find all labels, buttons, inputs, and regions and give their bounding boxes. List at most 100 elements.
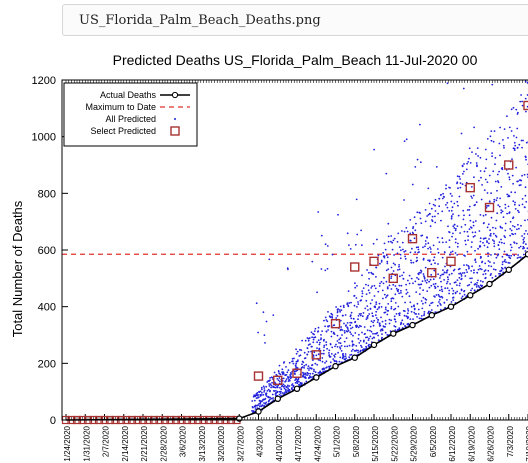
all-predicted-point — [392, 239, 395, 242]
all-predicted-point — [512, 200, 515, 203]
all-predicted-point — [420, 271, 422, 274]
all-predicted-point — [357, 303, 360, 305]
all-predicted-point — [509, 234, 511, 237]
all-predicted-point — [340, 309, 343, 311]
all-predicted-point — [450, 216, 453, 218]
all-predicted-point — [492, 232, 495, 235]
all-predicted-point — [474, 249, 476, 252]
all-predicted-point — [412, 261, 415, 264]
all-predicted-point — [337, 351, 339, 354]
all-predicted-point — [309, 376, 312, 379]
all-predicted-point — [448, 231, 451, 234]
all-predicted-point — [312, 338, 315, 341]
select-predicted-point — [484, 202, 495, 213]
all-predicted-point — [418, 293, 421, 295]
all-predicted-point — [428, 212, 431, 215]
all-predicted-point — [491, 155, 493, 158]
all-predicted-point — [450, 217, 453, 220]
all-predicted-point — [423, 277, 426, 280]
all-predicted-point — [519, 245, 522, 248]
all-predicted-point — [424, 243, 427, 245]
all-predicted-point — [428, 310, 430, 313]
all-predicted-point — [380, 259, 383, 262]
all-predicted-point — [497, 244, 500, 247]
all-predicted-point — [438, 205, 441, 208]
all-predicted-point — [354, 243, 357, 246]
all-predicted-point — [312, 354, 315, 357]
all-predicted-point — [416, 316, 418, 318]
all-predicted-point — [291, 383, 294, 385]
all-predicted-point — [375, 303, 378, 305]
all-predicted-point — [325, 341, 328, 344]
all-predicted-point — [441, 256, 444, 259]
all-predicted-point — [375, 301, 378, 304]
all-predicted-point — [486, 246, 489, 249]
all-predicted-point — [383, 293, 386, 296]
all-predicted-point — [501, 261, 504, 263]
all-predicted-point — [467, 161, 470, 163]
all-predicted-point — [349, 314, 352, 316]
all-predicted-point — [311, 336, 313, 339]
all-predicted-point — [460, 275, 463, 277]
all-predicted-point — [507, 137, 509, 139]
all-predicted-point — [510, 229, 513, 232]
all-predicted-point — [408, 274, 411, 277]
all-predicted-point — [344, 353, 347, 355]
all-predicted-point — [509, 257, 512, 260]
all-predicted-point — [343, 322, 345, 325]
all-predicted-point — [520, 139, 523, 142]
all-predicted-point — [366, 329, 369, 332]
all-predicted-point — [376, 331, 379, 334]
all-predicted-point — [476, 281, 478, 284]
all-predicted-point — [360, 229, 362, 232]
all-predicted-point — [493, 262, 495, 264]
all-predicted-point — [472, 235, 475, 238]
all-predicted-point — [446, 280, 449, 283]
all-predicted-point — [484, 213, 487, 216]
all-predicted-point — [414, 166, 417, 168]
all-predicted-point — [351, 345, 354, 347]
all-predicted-point — [460, 132, 463, 135]
all-predicted-point — [390, 275, 393, 278]
all-predicted-point — [348, 302, 351, 304]
all-predicted-point — [513, 141, 516, 144]
all-predicted-point — [337, 213, 339, 216]
all-predicted-point — [306, 374, 309, 376]
x-tick-label: 5/15/2020 — [371, 425, 380, 461]
all-predicted-point — [489, 234, 491, 237]
all-predicted-point — [483, 170, 486, 173]
all-predicted-point — [471, 265, 473, 268]
all-predicted-point — [508, 195, 511, 198]
all-predicted-point — [421, 280, 424, 282]
all-predicted-point — [409, 318, 412, 320]
all-predicted-point — [397, 269, 399, 271]
all-predicted-point — [525, 201, 528, 203]
select-predicted-point — [407, 233, 418, 244]
all-predicted-point — [450, 301, 453, 303]
all-predicted-point — [353, 304, 356, 307]
all-predicted-point — [435, 166, 438, 168]
legend-label: All Predicted — [105, 114, 156, 124]
all-predicted-point — [523, 240, 525, 243]
all-predicted-point — [344, 358, 347, 361]
all-predicted-point — [445, 241, 448, 244]
all-predicted-point — [328, 366, 331, 369]
all-predicted-point — [439, 289, 441, 292]
all-predicted-point — [402, 277, 405, 280]
all-predicted-point — [445, 271, 448, 274]
all-predicted-point — [333, 356, 336, 358]
select-predicted-point — [523, 100, 528, 111]
all-predicted-point — [494, 163, 496, 166]
all-predicted-point — [487, 204, 490, 207]
all-predicted-point — [261, 400, 263, 403]
all-predicted-point — [417, 313, 420, 315]
all-predicted-point — [380, 261, 383, 263]
all-predicted-point — [468, 147, 471, 150]
all-predicted-point — [472, 224, 475, 227]
all-predicted-point — [365, 342, 368, 345]
all-predicted-point — [270, 386, 272, 389]
all-predicted-point — [516, 146, 519, 149]
all-predicted-point — [412, 227, 414, 230]
all-predicted-point — [402, 271, 405, 274]
all-predicted-point — [482, 273, 485, 276]
